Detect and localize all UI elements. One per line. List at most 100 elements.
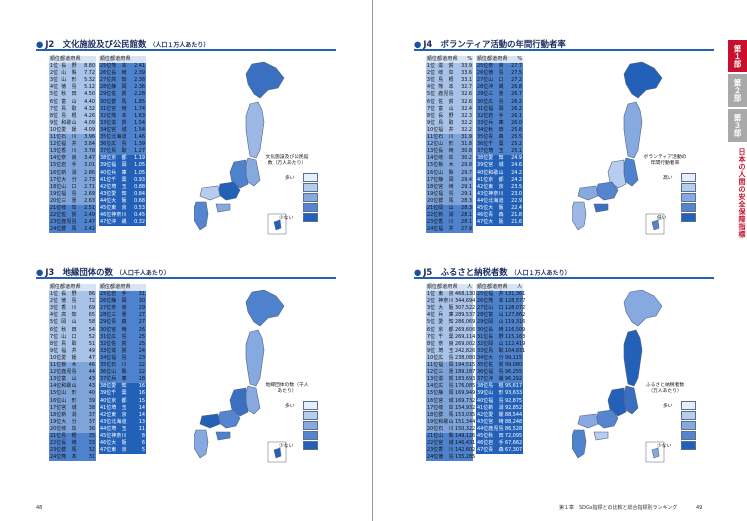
table-cell: 42位 — [477, 183, 489, 190]
table-row: 39位宮 城 24.6 — [476, 162, 523, 170]
table-row: 23位香 川 28.1 — [426, 219, 473, 227]
table-cell: 北海道 — [111, 418, 127, 425]
table-row: 16位新 潟 2.86 — [49, 169, 96, 177]
tab-part-2[interactable]: 第２部 — [728, 74, 747, 107]
table-cell: 5位 — [427, 319, 436, 326]
table-row: 17位静 岡 29.4 — [426, 176, 473, 184]
table-cell: 愛 媛 — [61, 126, 77, 133]
table-cell: 269,606 — [455, 326, 476, 333]
table-row: 40位京 都 15 — [99, 397, 146, 405]
table-row: 28位沖 縄 26.8 — [476, 84, 523, 92]
table-cell: 20位 — [427, 197, 439, 204]
table-cell: 0.32 — [134, 219, 145, 226]
table-cell: 14 — [138, 411, 145, 418]
table-cell: 石 川 — [438, 425, 454, 432]
tab-part-3[interactable]: 第３部 — [728, 109, 747, 142]
map-region-kyushu — [194, 429, 209, 459]
table-cell: 0.53 — [134, 204, 145, 211]
table-column: 順位 都道府県 25位熊 本 2.41 26位長 崎 2.39 27位高 知 2.38 28位静… — [99, 56, 146, 227]
table-cell: 徳 島 — [61, 84, 77, 91]
table-cell: 45位 — [100, 204, 112, 211]
table-cell: 28位 — [100, 312, 112, 319]
table-cell: 愛 媛 — [61, 354, 77, 361]
table-cell: 28.3 — [461, 197, 472, 204]
table-cell: 1.74 — [134, 105, 145, 112]
table-cell: 24.6 — [511, 162, 522, 169]
table-cell: 112,419 — [505, 340, 526, 347]
table-cell: 17位 — [50, 404, 62, 411]
table-cell: 三 重 — [488, 91, 504, 98]
table-cell: 18位 — [427, 411, 439, 418]
table-cell: 13位 — [427, 376, 439, 383]
table-cell: 28位 — [477, 312, 489, 319]
table-cell: 3位 — [427, 305, 436, 312]
table-cell: 7.72 — [84, 70, 95, 77]
table-row: 43位宮 崎 88,248 — [476, 418, 523, 426]
table-cell: 25.1 — [511, 148, 522, 155]
table-row: 4位兵 庫 289,537 — [426, 312, 475, 320]
legend-title: 文化施設及び公民館数（万人あたり） — [265, 155, 309, 166]
table-row: 19位 和歌山 151,344 — [426, 418, 475, 426]
legend-swatch — [303, 173, 318, 182]
table-cell: 31位 — [100, 105, 112, 112]
table-cell: 0.68 — [134, 197, 145, 204]
table-cell: 37 — [88, 418, 95, 425]
table-cell: 佐 賀 — [61, 212, 77, 219]
table-cell: 28.1 — [461, 212, 472, 219]
table-cell: 熊 本 — [438, 84, 454, 91]
table-cell: 23.0 — [511, 190, 522, 197]
table-row: 5位秋 田 4.50 — [49, 91, 96, 99]
header-cell: 都道府県 — [60, 284, 81, 290]
table-cell: 22位 — [427, 440, 439, 447]
table-cell: 新 潟 — [438, 212, 454, 219]
table-cell: 30.8 — [461, 148, 472, 155]
table-cell: 2.28 — [134, 91, 145, 98]
table-cell: 47位 — [100, 447, 112, 454]
table-cell: 25位 — [100, 63, 112, 70]
table-cell: 3位 — [427, 77, 436, 84]
table-row: 18位宮 崎 29.1 — [426, 183, 473, 191]
table-cell: 熊 本 — [61, 454, 77, 461]
table-cell: 群 馬 — [438, 197, 454, 204]
table-cell: 24位 — [427, 226, 439, 233]
table-cell: 67,662 — [505, 440, 523, 447]
table-cell: 86 — [88, 291, 95, 298]
table-row: 5位愛 知 286,069 — [426, 319, 475, 327]
table-row: 42位愛 媛 88,544 — [476, 411, 523, 419]
table-cell: 埼 玉 — [111, 404, 127, 411]
page-number: 48 — [36, 505, 43, 511]
table-row: 15位静 岡 169,949 — [426, 390, 475, 398]
table-cell: 41位 — [477, 176, 489, 183]
tab-part-1[interactable]: 第１部 — [728, 40, 747, 72]
table-cell: 0.88 — [134, 183, 145, 190]
table-cell: 24位 — [50, 226, 62, 233]
legend-title: ボランティア活動の年間行動者率 — [643, 155, 687, 166]
table-cell: 2位 — [50, 70, 59, 77]
legend-swatch — [681, 183, 696, 192]
table-cell: 0.45 — [134, 212, 145, 219]
table-row: 3位香 川 69 — [49, 305, 96, 313]
header-cell: 都道府県 — [437, 56, 458, 62]
table-cell: 富 山 — [488, 312, 504, 319]
table-row: 16位山 梨 29.7 — [426, 169, 473, 177]
table-cell: 東 京 — [111, 411, 127, 418]
table-cell: 54 — [88, 326, 95, 333]
table-cell: 3位 — [50, 77, 59, 84]
table-cell: 37位 — [100, 376, 112, 383]
table-row: 34位福 島 23 — [99, 354, 146, 363]
table-cell: 島 根 — [488, 383, 504, 390]
table-cell: 146,431 — [455, 440, 476, 447]
table-cell: 鹿児島 — [61, 219, 77, 226]
table-cell: 7位 — [50, 105, 59, 112]
table-row: 39位福 岡 1.05 — [99, 162, 146, 170]
table-row: 36位広 島 1.39 — [99, 141, 146, 149]
table-cell: 和歌山 — [61, 383, 77, 390]
table-cell: 東 京 — [111, 204, 127, 211]
table-cell: 22位 — [427, 212, 439, 219]
table-cell: 21.8 — [511, 212, 522, 219]
table-row: 41位新 潟 92,852 — [476, 404, 523, 412]
table-cell: 25 — [138, 333, 145, 340]
table-cell: 大 阪 — [488, 204, 504, 211]
table-header: 順位 都道府県 人 — [426, 284, 473, 292]
table-cell: 25位 — [477, 63, 489, 70]
